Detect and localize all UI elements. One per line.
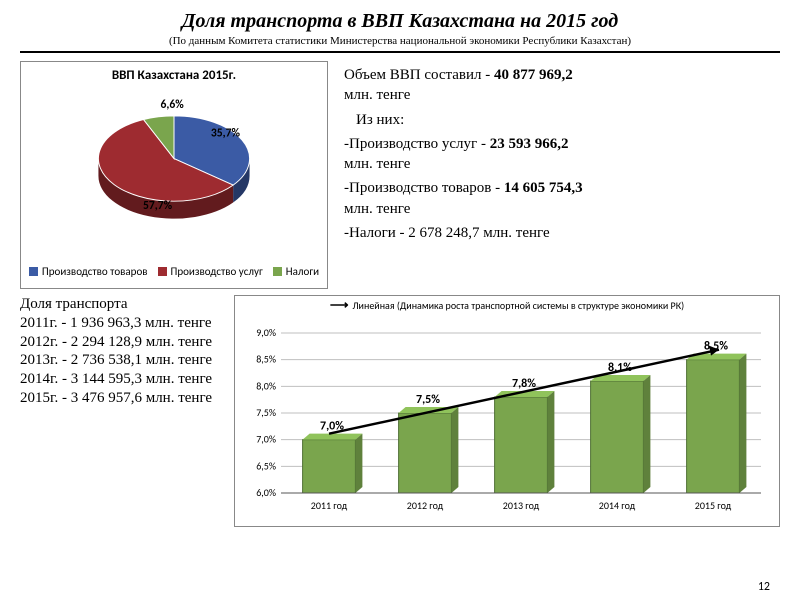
bar-legend-text: Линейная (Динамика роста транспортной си…: [352, 299, 684, 312]
pie-title: ВВП Казахстана 2015г.: [21, 62, 327, 83]
transport-head: Доля транспорта: [20, 295, 220, 314]
svg-text:6,6%: 6,6%: [160, 98, 184, 112]
svc-unit: млн. тенге: [344, 156, 410, 172]
divider: [20, 51, 780, 53]
transport-text: Доля транспорта 2011г. - 1 936 963,3 млн…: [20, 295, 220, 527]
svc-label: -Производство услуг -: [344, 136, 490, 152]
svg-text:7,5%: 7,5%: [416, 393, 440, 407]
page-title: Доля транспорта в ВВП Казахстана на 2015…: [0, 0, 800, 35]
tax-line: -Налоги - 2 678 248,7 млн. тенге: [344, 223, 780, 243]
svg-text:35,7%: 35,7%: [211, 126, 241, 140]
svg-text:2013 год: 2013 год: [503, 499, 540, 512]
svg-text:2015 год: 2015 год: [695, 499, 732, 512]
goods-value: 14 605 754,3: [504, 180, 583, 196]
page-subtitle: (По данным Комитета статистики Министерс…: [0, 35, 800, 51]
transport-row: 2011г. - 1 936 963,3 млн. тенге: [20, 314, 220, 333]
pie-chart: 35,7% 57,7% 6,6%: [74, 83, 274, 238]
bar-legend: ⟶Линейная (Динамика роста транспортной с…: [235, 296, 779, 315]
bar-chart-card: ⟶Линейная (Динамика роста транспортной с…: [234, 295, 780, 527]
arrow-icon: ⟶: [330, 298, 349, 313]
transport-row: 2013г. - 2 736 538,1 млн. тенге: [20, 351, 220, 370]
transport-row: 2014г. - 3 144 595,3 млн. тенге: [20, 370, 220, 389]
summary-text: Объем ВВП составил - 40 877 969,2 млн. те…: [344, 61, 780, 289]
gdp-label: Объем ВВП составил -: [344, 67, 494, 83]
gdp-value: 40 877 969,2: [494, 67, 573, 83]
goods-unit: млн. тенге: [344, 201, 410, 217]
pie-chart-card: ВВП Казахстана 2015г. 35,7% 57,7% 6,6% Про…: [20, 61, 328, 289]
transport-row: 2012г. - 2 294 128,9 млн. тенге: [20, 333, 220, 352]
legend-item: Производство услуг: [158, 265, 263, 278]
svg-text:2014 год: 2014 год: [599, 499, 636, 512]
svg-text:57,7%: 57,7%: [143, 199, 173, 213]
gdp-unit: млн. тенге: [344, 87, 410, 103]
svg-text:8,5%: 8,5%: [256, 353, 276, 366]
summary-sub: Из них:: [344, 110, 780, 130]
legend-item: Производство товаров: [29, 265, 148, 278]
svg-text:7,5%: 7,5%: [256, 406, 276, 419]
svg-text:6,5%: 6,5%: [256, 459, 276, 472]
goods-label: -Производство товаров -: [344, 180, 504, 196]
legend-item: Налоги: [273, 265, 319, 278]
bar-chart: 6,0%6,5%7,0%7,5%8,0%8,5%9,0%7,0%2011 год…: [235, 315, 775, 519]
svg-text:8,0%: 8,0%: [256, 379, 276, 392]
svg-text:2011 год: 2011 год: [311, 499, 348, 512]
svg-text:7,0%: 7,0%: [256, 433, 276, 446]
svc-value: 23 593 966,2: [490, 136, 569, 152]
svg-text:2012 год: 2012 год: [407, 499, 444, 512]
transport-row: 2015г. - 3 476 957,6 млн. тенге: [20, 389, 220, 408]
page-number: 12: [758, 580, 770, 594]
pie-legend: Производство товаров Производство услуг На…: [21, 265, 327, 278]
svg-text:9,0%: 9,0%: [256, 326, 276, 339]
svg-text:6,0%: 6,0%: [256, 486, 276, 499]
